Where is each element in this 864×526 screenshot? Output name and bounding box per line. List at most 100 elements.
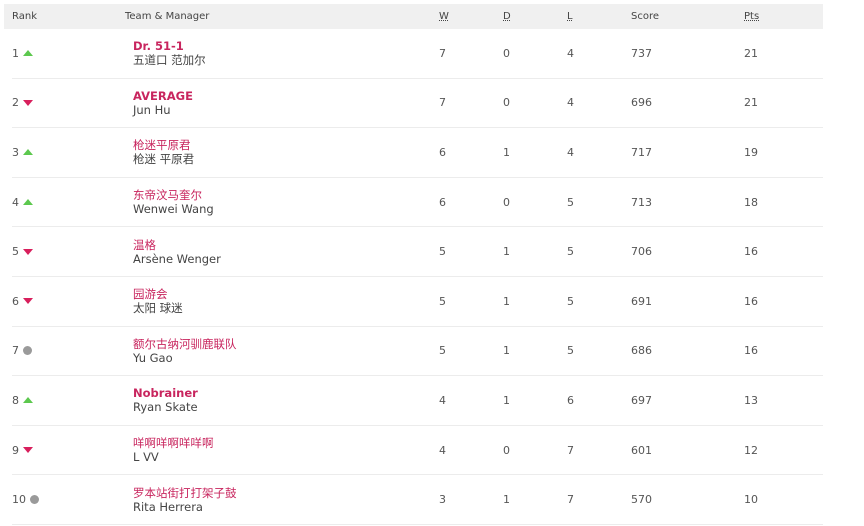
wins: 5: [439, 294, 446, 308]
wins: 6: [439, 195, 446, 209]
points: 16: [744, 245, 758, 259]
manager-name: 五道口 范加尔: [133, 53, 206, 68]
rank-up-icon: [23, 50, 33, 57]
team-name-link[interactable]: 温格: [133, 237, 156, 252]
table-row: 7 额尔古纳河驯鹿联队 Yu Gao 5 1 5 686 16: [12, 327, 823, 377]
col-rank[interactable]: Rank: [12, 11, 37, 22]
table-row: 2 AVERAGE Jun Hu 7 0 4 696 21: [12, 79, 823, 129]
rank-same-icon: [23, 346, 32, 356]
table-header: Rank Team & Manager W D L Score Pts: [4, 4, 823, 29]
manager-name: 枪迷 平原君: [133, 152, 195, 167]
losses: 4: [567, 145, 574, 159]
team-name-link[interactable]: 额尔古纳河驯鹿联队: [133, 336, 237, 351]
rank: 6: [12, 294, 19, 308]
col-wins[interactable]: W: [439, 11, 449, 22]
rank: 4: [12, 195, 19, 209]
rank-same-icon: [30, 495, 39, 505]
score: 570: [631, 493, 652, 507]
rank-up-icon: [23, 397, 33, 404]
manager-name: Wenwei Wang: [133, 202, 214, 217]
losses: 5: [567, 195, 574, 209]
rank-down-icon: [23, 99, 33, 106]
points: 19: [744, 145, 758, 159]
losses: 7: [567, 443, 574, 457]
rank: 3: [12, 145, 19, 159]
losses: 5: [567, 245, 574, 259]
score: 696: [631, 96, 652, 110]
col-team: Team & Manager: [125, 11, 210, 22]
team-name-link[interactable]: 东帝汶马奎尔: [133, 188, 202, 203]
draws: 1: [503, 245, 510, 259]
wins: 7: [439, 96, 446, 110]
wins: 4: [439, 393, 446, 407]
rank-up-icon: [23, 199, 33, 206]
points: 16: [744, 344, 758, 358]
draws: 0: [503, 195, 510, 209]
col-draws[interactable]: D: [503, 11, 511, 22]
rank: 5: [12, 245, 19, 259]
score: 713: [631, 195, 652, 209]
wins: 6: [439, 145, 446, 159]
manager-name: Arsène Wenger: [133, 251, 221, 266]
manager-name: Rita Herrera: [133, 499, 203, 514]
wins: 7: [439, 46, 446, 60]
table-row: 10 罗本站街打打架子鼓 Rita Herrera 3 1 7 570 10: [12, 475, 823, 525]
score: 706: [631, 245, 652, 259]
score: 737: [631, 46, 652, 60]
table-row: 5 温格 Arsène Wenger 5 1 5 706 16: [12, 227, 823, 277]
team-name-link[interactable]: 咩啊咩啊咩咩啊: [133, 436, 214, 451]
manager-name: L VV: [133, 450, 159, 465]
rank: 7: [12, 344, 19, 358]
score: 691: [631, 294, 652, 308]
rank: 9: [12, 443, 19, 457]
draws: 1: [503, 393, 510, 407]
points: 13: [744, 393, 758, 407]
points: 16: [744, 294, 758, 308]
points: 10: [744, 493, 758, 507]
rank-down-icon: [23, 298, 33, 305]
team-name-link[interactable]: Nobrainer: [133, 386, 198, 401]
draws: 0: [503, 96, 510, 110]
table-row: 3 枪迷平原君 枪迷 平原君 6 1 4 717 19: [12, 128, 823, 178]
losses: 6: [567, 393, 574, 407]
score: 601: [631, 443, 652, 457]
standings-table: Rank Team & Manager W D L Score Pts 1 Dr…: [4, 4, 823, 525]
manager-name: Yu Gao: [133, 350, 173, 365]
points: 12: [744, 443, 758, 457]
score: 697: [631, 393, 652, 407]
points: 21: [744, 46, 758, 60]
draws: 0: [503, 443, 510, 457]
col-points[interactable]: Pts: [744, 11, 760, 22]
team-name-link[interactable]: 枪迷平原君: [133, 138, 191, 153]
table-row: 6 园游会 太阳 球迷 5 1 5 691 16: [12, 277, 823, 327]
table-row: 8 Nobrainer Ryan Skate 4 1 6 697 13: [12, 376, 823, 426]
wins: 5: [439, 245, 446, 259]
points: 18: [744, 195, 758, 209]
team-name-link[interactable]: 园游会: [133, 287, 168, 302]
points: 21: [744, 96, 758, 110]
manager-name: Ryan Skate: [133, 400, 198, 415]
rank: 8: [12, 393, 19, 407]
score: 717: [631, 145, 652, 159]
wins: 5: [439, 344, 446, 358]
losses: 5: [567, 294, 574, 308]
draws: 1: [503, 294, 510, 308]
team-name-link[interactable]: AVERAGE: [133, 88, 193, 103]
wins: 4: [439, 443, 446, 457]
draws: 1: [503, 344, 510, 358]
rank-down-icon: [23, 248, 33, 255]
team-name-link[interactable]: 罗本站街打打架子鼓: [133, 485, 237, 500]
team-name-link[interactable]: Dr. 51-1: [133, 39, 184, 54]
losses: 5: [567, 344, 574, 358]
table-row: 1 Dr. 51-1 五道口 范加尔 7 0 4 737 21: [12, 29, 823, 79]
losses: 7: [567, 493, 574, 507]
rank-up-icon: [23, 149, 33, 156]
losses: 4: [567, 96, 574, 110]
wins: 3: [439, 493, 446, 507]
col-score: Score: [631, 11, 660, 22]
rank: 1: [12, 46, 19, 60]
col-losses[interactable]: L: [567, 11, 573, 22]
rank-down-icon: [23, 447, 33, 454]
rank: 10: [12, 493, 26, 507]
table-row: 4 东帝汶马奎尔 Wenwei Wang 6 0 5 713 18: [12, 178, 823, 228]
